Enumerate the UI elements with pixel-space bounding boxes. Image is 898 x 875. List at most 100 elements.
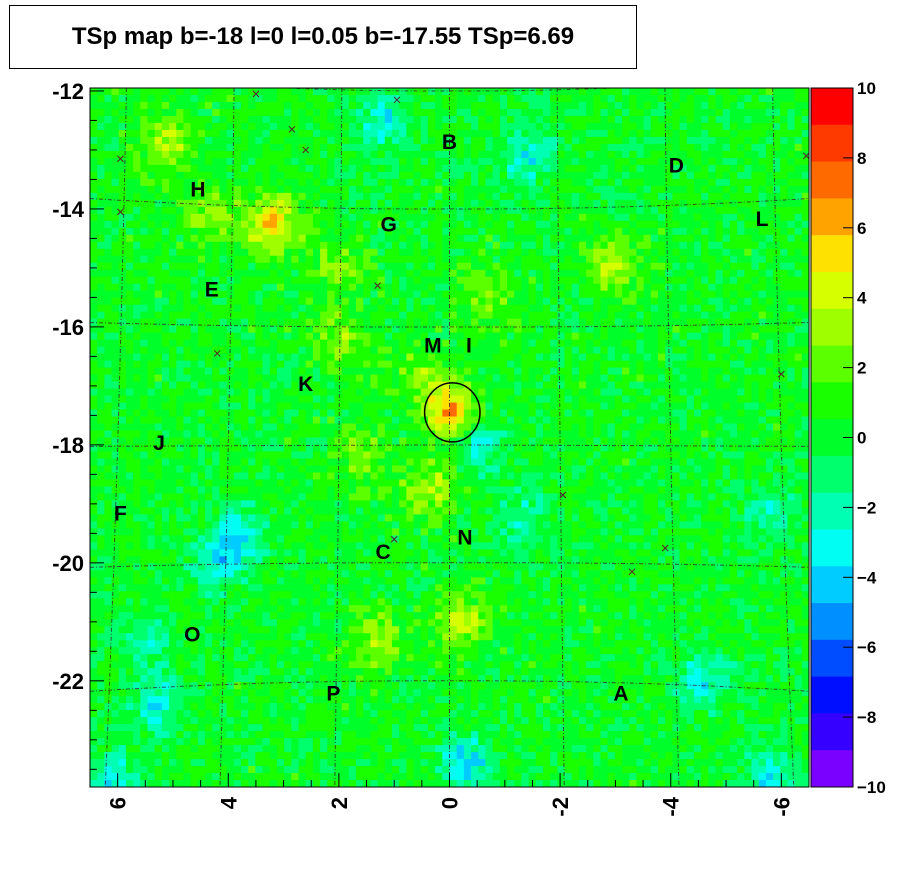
heat-cell (658, 360, 666, 369)
heat-cell (233, 339, 242, 348)
heat-cell (427, 234, 436, 243)
heat-cell (665, 248, 673, 257)
heat-cell (327, 227, 336, 236)
heat-cell (586, 227, 594, 236)
heat-cell (219, 248, 228, 257)
heat-cell (758, 269, 767, 278)
heat-cell (542, 178, 551, 187)
heat-cell (356, 346, 364, 355)
heat-cell (334, 164, 343, 173)
heat-cell (377, 122, 386, 131)
heat-cell (406, 115, 415, 124)
heat-cell (140, 213, 149, 222)
heat-cell (298, 248, 307, 257)
heat-cell (399, 346, 407, 355)
heat-cell (399, 290, 407, 299)
heat-cell (370, 304, 379, 313)
heat-cell (269, 101, 278, 110)
heat-cell (535, 157, 544, 166)
heat-cell (650, 367, 659, 376)
heat-cell (320, 255, 328, 264)
heat-cell (341, 248, 350, 257)
heat-cell (420, 115, 429, 124)
heat-cell (463, 136, 472, 145)
heat-cell (507, 129, 515, 138)
heat-cell (737, 311, 745, 320)
heat-cell (686, 199, 695, 208)
heat-cell (284, 395, 292, 404)
heat-cell (507, 108, 515, 117)
heat-cell (197, 262, 206, 271)
heat-cell (125, 395, 134, 404)
heat-cell (449, 353, 458, 362)
heat-cell (169, 157, 177, 166)
heat-cell (305, 129, 314, 138)
heat-cell (442, 185, 451, 194)
heat-cell (614, 276, 623, 285)
heat-cell (363, 136, 372, 145)
heat-cell (758, 339, 767, 348)
heat-cell (607, 346, 616, 355)
heat-cell (780, 88, 789, 96)
heat-cell (701, 262, 709, 271)
heat-cell (312, 136, 321, 145)
heat-cell (693, 122, 702, 131)
heat-cell (650, 136, 659, 145)
heat-cell (212, 199, 221, 208)
heat-cell (593, 269, 602, 278)
heat-cell (787, 430, 796, 439)
heat-cell (744, 367, 753, 376)
heat-cell (708, 129, 717, 138)
heat-cell (557, 388, 566, 397)
heat-cell (312, 157, 321, 166)
heat-cell (226, 262, 235, 271)
heat-cell (262, 346, 271, 355)
heat-cell (650, 122, 659, 131)
heat-cell (356, 395, 364, 404)
heat-cell (593, 206, 602, 215)
heat-cell (550, 248, 558, 257)
heat-cell (478, 416, 487, 425)
heat-cell (514, 388, 522, 397)
heat-cell (370, 129, 379, 138)
heat-cell (471, 367, 479, 376)
heat-cell (564, 262, 573, 271)
heat-cell (564, 346, 573, 355)
heat-cell (650, 157, 659, 166)
heat-cell (391, 213, 400, 222)
heat-cell (535, 311, 544, 320)
heat-cell (248, 157, 256, 166)
heat-cell (708, 367, 717, 376)
heat-cell (693, 192, 702, 201)
heat-cell (255, 185, 264, 194)
heat-cell (391, 101, 400, 110)
heat-cell (773, 290, 781, 299)
heat-cell (557, 297, 566, 306)
heat-cell (787, 199, 796, 208)
heat-cell (377, 115, 386, 124)
heat-cell (248, 388, 256, 397)
heat-cell (90, 213, 98, 222)
heat-cell (622, 311, 630, 320)
heat-cell (125, 416, 134, 425)
heat-cell (499, 332, 508, 341)
heat-cell (363, 339, 372, 348)
heat-cell (528, 192, 537, 201)
heat-cell (773, 367, 781, 376)
heat-cell (356, 276, 364, 285)
heat-cell (672, 206, 681, 215)
heat-cell (478, 290, 487, 299)
heat-cell (463, 178, 472, 187)
heat-cell (471, 136, 479, 145)
heat-cell (118, 423, 127, 432)
heat-cell (622, 318, 630, 327)
heat-cell (406, 255, 415, 264)
heat-cell (507, 339, 515, 348)
heat-cell (298, 115, 307, 124)
heat-cell (176, 129, 185, 138)
heat-cell (463, 325, 472, 334)
heat-cell (658, 88, 666, 96)
heat-cell (578, 94, 587, 103)
heat-cell (240, 122, 249, 131)
heat-cell (269, 164, 278, 173)
